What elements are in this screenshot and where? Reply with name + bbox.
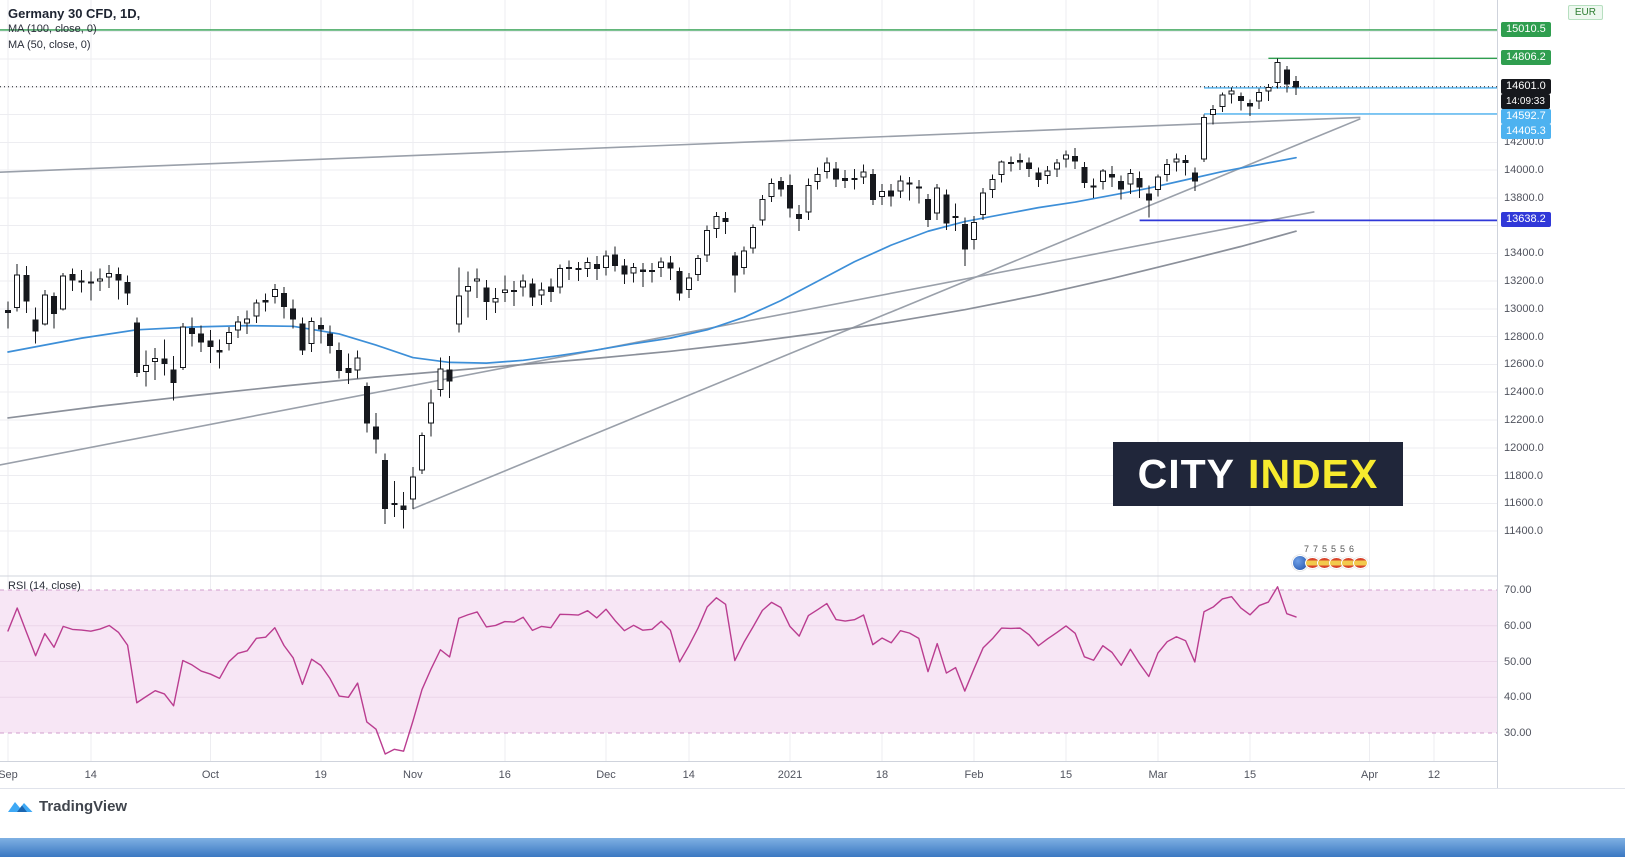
time-tick-label: Oct [201, 769, 219, 781]
price-pane [0, 29, 1497, 529]
mountain-icon [8, 802, 33, 812]
price-tick-label: 14000.0 [1504, 164, 1544, 177]
price-tick-label: 12600.0 [1504, 358, 1544, 371]
window-edge-strip [0, 838, 1625, 857]
axis-divider [0, 788, 1625, 789]
idea-flag-icon[interactable] [1353, 557, 1368, 569]
rsi-indicator-label[interactable]: RSI (14, close) [8, 580, 81, 592]
price-tick-label: 13200.0 [1504, 275, 1544, 288]
price-tick-label: 12200.0 [1504, 414, 1544, 426]
price-tick-label: 13800.0 [1504, 191, 1544, 204]
time-tick-label: 15 [1059, 769, 1073, 781]
time-tick-label: 15 [1243, 769, 1257, 781]
time-tick-label: Apr [1361, 769, 1379, 781]
symbol-title[interactable]: Germany 30 CFD, 1D, [8, 6, 141, 21]
ideas-icons-row [1292, 555, 1368, 571]
currency-badge: EUR [1567, 5, 1603, 20]
watermark-index-text: INDEX [1248, 450, 1379, 497]
time-tick-label: 18 [875, 769, 889, 781]
price-level-label: 14601.0 [1501, 79, 1551, 94]
price-tick-label: 13400.0 [1504, 247, 1544, 260]
price-tick-label: 14200.0 [1504, 136, 1544, 149]
indicator-ma100-label[interactable]: MA (100, close, 0) [8, 23, 97, 35]
price-tick-label: 13000.0 [1504, 302, 1544, 315]
city-index-watermark: CITY INDEX [1113, 442, 1403, 506]
time-axis[interactable]: Sep 14 Oct 19 Nov 16 Dec 14 2021 18 Feb 15 Mar 15 Apr 1… [0, 761, 1497, 789]
price-level-label: 14405.3 [1501, 124, 1551, 139]
chart-canvas[interactable] [0, 0, 1497, 761]
price-tick-label: 11800.0 [1504, 469, 1543, 482]
time-tick-label: 14 [682, 769, 695, 781]
candles-layer [5, 58, 1299, 529]
rsi-tick-label: 70.00 [1504, 584, 1532, 596]
price-level-label: 14592.7 [1501, 109, 1551, 124]
price-tick-label: 11600.0 [1504, 497, 1543, 510]
rsi-pane [0, 586, 1497, 755]
time-tick-label: Nov [403, 769, 423, 781]
time-tick-label: Sep [0, 769, 18, 781]
price-level-label: 13638.2 [1501, 212, 1551, 227]
tradingview-logo[interactable]: TradingView [8, 798, 127, 815]
bar-countdown-label: 14:09:33 [1501, 94, 1550, 109]
time-tick-label: 12 [1427, 769, 1441, 781]
ideas-cluster[interactable]: 775556 [1292, 544, 1368, 571]
time-tick-label: 19 [314, 769, 327, 781]
rsi-tick-label: 60.00 [1504, 619, 1532, 632]
time-tick-label: 14 [84, 769, 97, 781]
time-tick-label: Mar [1148, 769, 1168, 781]
rsi-tick-label: 30.00 [1504, 727, 1532, 739]
chart-legend: Germany 30 CFD, 1D, MA (100, close, 0) M… [8, 6, 140, 55]
price-level-label: 15010.5 [1501, 22, 1551, 37]
price-tick-label: 12400.0 [1504, 386, 1544, 399]
ideas-count-digits: 775556 [1304, 544, 1359, 554]
price-tick-label: 12000.0 [1504, 441, 1544, 454]
price-tick-label: 12800.0 [1504, 330, 1544, 343]
indicator-ma50-label[interactable]: MA (50, close, 0) [8, 39, 91, 51]
time-tick-label: 16 [498, 769, 511, 781]
time-tick-label: Feb [964, 769, 984, 781]
tradingview-logo-text: TradingView [39, 798, 128, 815]
time-tick-label: 2021 [777, 769, 803, 781]
rsi-tick-label: 50.00 [1504, 655, 1532, 668]
time-tick-label: Dec [596, 769, 616, 781]
rsi-tick-label: 40.00 [1504, 691, 1532, 704]
price-tick-label: 11400.0 [1504, 525, 1543, 538]
price-axis[interactable]: EUR 14200.0 14000.0 13800.0 13400.0 13200.0 1… [1497, 0, 1625, 788]
watermark-city-text: CITY [1137, 450, 1236, 497]
price-level-label: 14806.2 [1501, 50, 1551, 65]
